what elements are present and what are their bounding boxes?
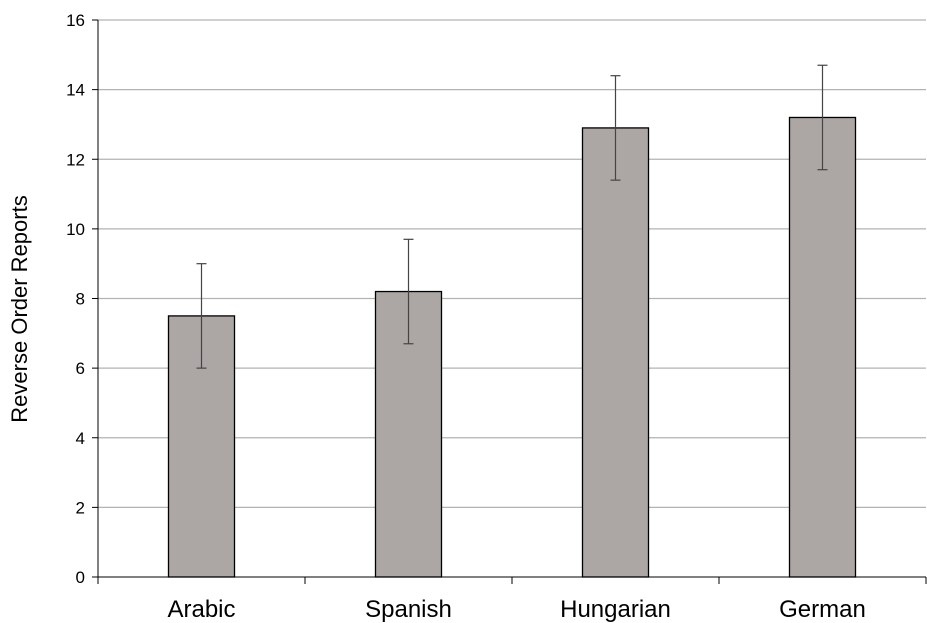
x-tick-label-arabic: Arabic bbox=[167, 596, 235, 623]
x-tick-label-spanish: Spanish bbox=[365, 596, 452, 623]
axes bbox=[92, 19, 927, 584]
y-tick-label: 0 bbox=[76, 568, 85, 587]
error-bars bbox=[196, 64, 828, 369]
bars bbox=[167, 116, 857, 578]
y-tick-labels: 0 2 4 6 8 10 12 14 16 bbox=[66, 11, 85, 587]
y-tick-label: 2 bbox=[76, 498, 85, 517]
gridlines bbox=[98, 19, 926, 508]
bar-hungarian bbox=[581, 127, 650, 578]
x-tick-labels: Arabic Spanish Hungarian German bbox=[167, 596, 865, 623]
x-tick-label-german: German bbox=[779, 596, 866, 623]
y-tick-label: 16 bbox=[66, 11, 85, 30]
y-tick-label: 10 bbox=[66, 220, 85, 239]
y-tick-label: 8 bbox=[76, 290, 85, 309]
x-tick-label-hungarian: Hungarian bbox=[560, 596, 671, 623]
y-tick-label: 4 bbox=[76, 429, 85, 448]
y-tick-label: 6 bbox=[76, 359, 85, 378]
y-tick-label: 12 bbox=[66, 150, 85, 169]
bar-german bbox=[788, 116, 857, 578]
y-tick-label: 14 bbox=[66, 81, 85, 100]
y-axis-title: Reverse Order Reports bbox=[7, 195, 32, 422]
